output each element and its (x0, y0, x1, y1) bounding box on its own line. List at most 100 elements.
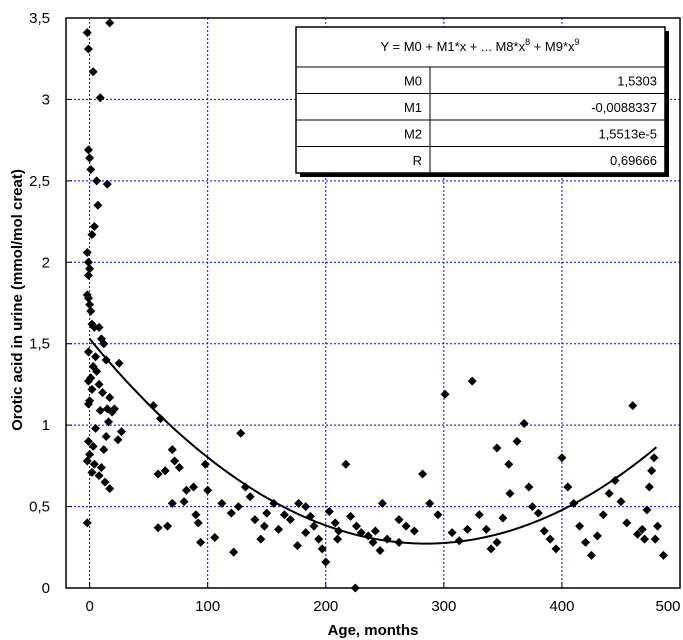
data-point (94, 322, 104, 332)
data-point (321, 557, 331, 567)
data-point (93, 200, 103, 210)
data-point (642, 505, 652, 515)
x-tick-label: 200 (313, 598, 338, 615)
data-point (94, 379, 104, 389)
data-point (292, 541, 302, 551)
data-point (492, 443, 502, 453)
data-point (440, 389, 450, 399)
data-point (563, 482, 573, 492)
data-point (92, 366, 102, 376)
data-point (83, 376, 93, 386)
data-point (533, 508, 543, 518)
data-point (519, 419, 529, 429)
legend-param-value: 0,69666 (610, 153, 657, 168)
data-point (628, 401, 638, 411)
y-tick-label: 1 (42, 417, 50, 434)
data-point (82, 248, 92, 258)
data-point (637, 524, 647, 534)
data-point (467, 376, 477, 386)
data-point (250, 515, 260, 525)
data-point (581, 537, 591, 547)
data-point (104, 417, 114, 427)
data-point (233, 502, 243, 512)
data-point (98, 388, 108, 398)
data-point (83, 399, 93, 409)
data-point (368, 537, 378, 547)
data-point (83, 257, 93, 267)
x-tick-label: 500 (655, 598, 680, 615)
x-tick-label: 400 (549, 598, 574, 615)
data-point (512, 436, 522, 446)
legend-param-name: R (413, 153, 422, 168)
data-point (557, 453, 567, 463)
data-point (279, 510, 289, 520)
fit-curve (88, 338, 658, 545)
data-point (592, 531, 602, 541)
data-point (101, 432, 111, 442)
data-point (83, 145, 93, 155)
data-point (193, 518, 203, 528)
data-point (324, 506, 334, 516)
data-point (346, 511, 356, 521)
legend-param-value: -0,0088337 (591, 100, 657, 115)
data-point (616, 497, 626, 507)
data-point (259, 521, 269, 531)
plot-frame (65, 17, 681, 589)
data-point (167, 498, 177, 508)
data-point (87, 467, 97, 477)
data-point (394, 515, 404, 525)
data-point (87, 230, 97, 240)
data-point (333, 534, 343, 544)
data-point (524, 482, 534, 492)
data-point (309, 521, 319, 531)
data-point (551, 544, 561, 554)
data-point (462, 524, 472, 534)
y-tick-label: 2,5 (29, 173, 50, 190)
data-point (181, 485, 191, 495)
data-point (498, 513, 508, 523)
data-point (89, 221, 99, 231)
data-point (314, 534, 324, 544)
data-point (226, 508, 236, 518)
data-point (644, 482, 654, 492)
y-tick-label: 3,5 (29, 10, 50, 27)
data-point (105, 18, 115, 28)
data-point (425, 498, 435, 508)
legend-formula: Y = M0 + M1*x + ... M8*x8 + M9*x9 (380, 37, 579, 54)
data-point (481, 524, 491, 534)
data-point (210, 533, 220, 543)
data-point (658, 550, 668, 560)
data-point (85, 300, 95, 310)
data-point (447, 528, 457, 538)
data-point (189, 482, 199, 492)
data-point (191, 510, 201, 520)
data-point (100, 477, 110, 487)
data-point (474, 510, 484, 520)
data-point (650, 534, 660, 544)
data-point (83, 44, 93, 54)
data-point (409, 526, 419, 536)
data-point (604, 489, 614, 499)
data-point (433, 510, 443, 520)
data-point (200, 459, 210, 469)
data-point (527, 502, 537, 512)
data-point (89, 459, 99, 469)
data-point (401, 521, 411, 531)
data-point (114, 358, 124, 368)
data-point (160, 466, 170, 476)
data-point (83, 293, 93, 303)
x-tick-label: 300 (431, 598, 456, 615)
data-point (89, 322, 99, 332)
data-point (375, 546, 385, 556)
data-point (155, 414, 165, 424)
data-point (99, 445, 109, 455)
y-tick-label: 2 (42, 254, 50, 271)
data-point (153, 469, 163, 479)
data-point (236, 428, 246, 438)
data-point (229, 547, 239, 557)
data-point (95, 405, 105, 415)
data-point (586, 550, 596, 560)
data-point (113, 435, 123, 445)
data-point (301, 502, 311, 512)
